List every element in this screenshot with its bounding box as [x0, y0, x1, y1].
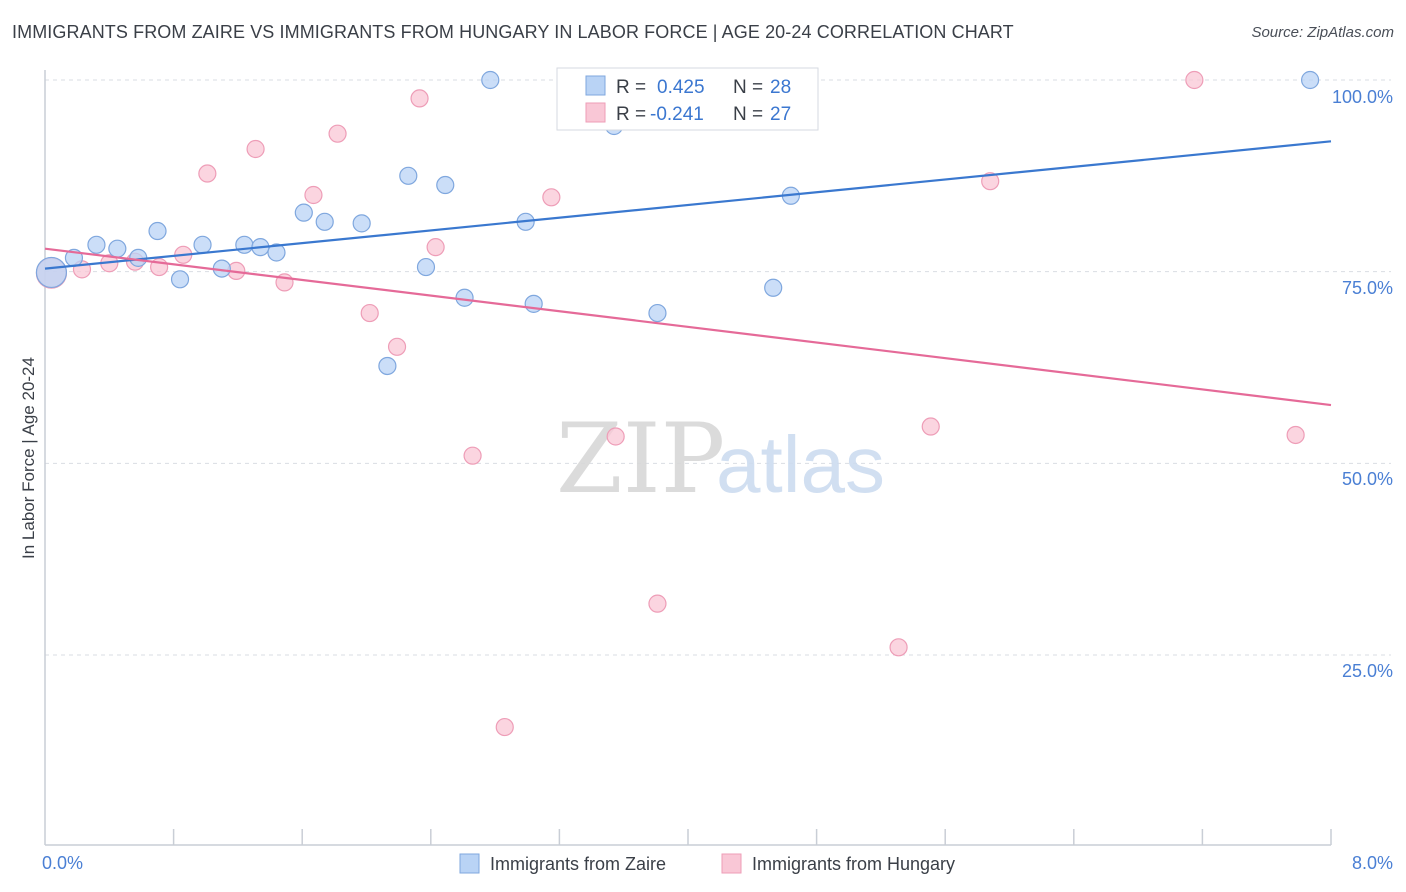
zaire-point-5	[148, 221, 167, 241]
zaire-point-6	[170, 270, 190, 289]
hungary-point-13	[387, 337, 407, 356]
zaire-point-15	[378, 356, 397, 376]
hungary-point-18	[542, 188, 561, 207]
hungary-point-24	[981, 172, 1000, 191]
zaire-point-19	[455, 288, 474, 307]
zaire-point-13	[315, 212, 334, 231]
y-tick-label-75: 75.0%	[1342, 278, 1393, 298]
hungary-point-21	[648, 594, 667, 613]
x-tick-label-max: 8.0%	[1352, 853, 1393, 873]
stats-n-label-pink: N =	[733, 104, 763, 125]
zaire-point-3	[108, 239, 127, 258]
y-tick-label-25: 25.0%	[1342, 661, 1393, 681]
y-tick-label-100: 100.0%	[1332, 87, 1393, 107]
trend-line-hungary	[44, 247, 1332, 407]
zaire-point-9	[235, 235, 254, 254]
grid-lines	[45, 79, 1391, 656]
legend: Immigrants from Zaire Immigrants from Hu…	[459, 853, 955, 874]
trend-lines	[44, 140, 1332, 407]
hungary-point-14	[410, 89, 429, 108]
hungary-point-17	[495, 717, 514, 737]
svg-text:atlas: atlas	[716, 420, 885, 509]
hungary-point-8	[246, 139, 265, 159]
stats-r-value-pink: -0.241	[650, 104, 704, 125]
x-tick-label-min: 0.0%	[42, 853, 83, 873]
zaire-point-18	[436, 175, 455, 195]
zaire-point-20	[481, 70, 500, 90]
legend-label-zaire[interactable]: Immigrants from Zaire	[490, 854, 666, 874]
zaire-point-24	[648, 303, 667, 323]
zaire-point-12	[294, 203, 313, 222]
zaire-point-25	[764, 278, 783, 297]
hungary-point-22	[889, 638, 908, 657]
stats-n-value-blue: 28	[770, 77, 791, 98]
stats-box: R = 0.425 N = 28 R = -0.241 N = 27	[556, 67, 819, 131]
zaire-point-27	[1301, 70, 1320, 90]
hungary-point-16	[463, 446, 482, 465]
hungary-point-20	[606, 427, 625, 446]
watermark: ZIP atlas	[556, 403, 885, 515]
zaire-point-16	[399, 166, 418, 185]
y-tick-labels: 25.0% 50.0% 75.0% 100.0%	[1332, 87, 1393, 681]
y-axis-label: In Labor Force | Age 20-24	[19, 357, 38, 559]
chart-title: IMMIGRANTS FROM ZAIRE VS IMMIGRANTS FROM…	[12, 22, 1014, 42]
hungary-point-11	[328, 124, 347, 143]
zaire-point-17	[416, 257, 436, 277]
hungary-point-10	[304, 185, 323, 205]
stats-r-value-blue: 0.425	[657, 77, 705, 98]
legend-swatch-zaire[interactable]	[459, 853, 480, 874]
hungary-point-15	[426, 238, 445, 257]
legend-label-hungary[interactable]: Immigrants from Hungary	[752, 854, 955, 874]
hungary-point-26	[1286, 425, 1305, 445]
stats-r-label-pink: R =	[616, 104, 646, 125]
hungary-point-12	[360, 303, 379, 323]
svg-text:ZIP: ZIP	[556, 403, 725, 515]
zaire-point-7	[193, 235, 212, 254]
stats-n-value-pink: 27	[770, 104, 791, 125]
hungary-point-23	[921, 417, 940, 436]
legend-swatch-hungary[interactable]	[721, 853, 742, 874]
x-tick-marks	[172, 829, 1332, 845]
zaire-point-2	[87, 235, 106, 254]
zaire-point-0	[35, 256, 68, 289]
source-label: Source: ZipAtlas.com	[1251, 24, 1394, 41]
stats-n-label-blue: N =	[733, 77, 763, 98]
series-zaire-points	[35, 70, 1320, 376]
stats-swatch-blue	[585, 75, 606, 96]
hungary-point-25	[1185, 70, 1204, 90]
trend-line-zaire	[44, 140, 1332, 270]
y-tick-label-50: 50.0%	[1342, 469, 1393, 489]
hungary-point-6	[198, 164, 217, 183]
stats-r-label-blue: R =	[616, 77, 646, 98]
zaire-point-14	[352, 214, 371, 233]
zaire-point-11	[267, 243, 286, 262]
stats-swatch-pink	[585, 102, 606, 123]
